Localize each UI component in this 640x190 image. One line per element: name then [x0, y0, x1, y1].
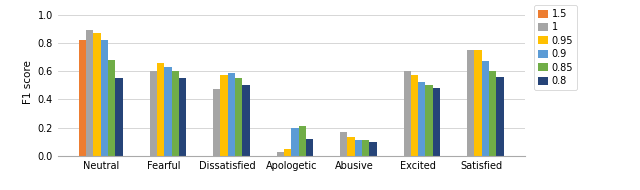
Bar	[179, 78, 186, 156]
Legend: 1.5, 1, 0.95, 0.9, 0.85, 0.8: 1.5, 1, 0.95, 0.9, 0.85, 0.8	[534, 5, 577, 90]
Bar	[157, 63, 164, 156]
Bar	[404, 71, 411, 156]
Y-axis label: F1 score: F1 score	[23, 60, 33, 104]
Bar	[306, 139, 313, 156]
Bar	[489, 71, 496, 156]
Bar	[362, 140, 369, 156]
Bar	[108, 60, 115, 156]
Bar	[355, 140, 362, 156]
Bar	[220, 75, 228, 156]
Bar	[235, 78, 243, 156]
Bar	[150, 71, 157, 156]
Bar	[291, 127, 298, 156]
Bar	[86, 30, 93, 156]
Bar	[298, 126, 306, 156]
Bar	[348, 137, 355, 156]
Bar	[284, 149, 291, 156]
Bar	[115, 78, 123, 156]
Bar	[418, 82, 426, 156]
Bar	[369, 142, 376, 156]
Bar	[496, 77, 504, 156]
Bar	[474, 50, 482, 156]
Bar	[172, 71, 179, 156]
Bar	[411, 75, 418, 156]
Bar	[228, 73, 235, 156]
Bar	[340, 132, 348, 156]
Bar	[482, 61, 489, 156]
Bar	[213, 89, 220, 156]
Bar	[243, 85, 250, 156]
Bar	[79, 40, 86, 156]
Bar	[93, 33, 100, 156]
Bar	[100, 40, 108, 156]
Bar	[426, 85, 433, 156]
Bar	[433, 88, 440, 156]
Bar	[467, 50, 474, 156]
Bar	[276, 152, 284, 156]
Bar	[164, 67, 172, 156]
